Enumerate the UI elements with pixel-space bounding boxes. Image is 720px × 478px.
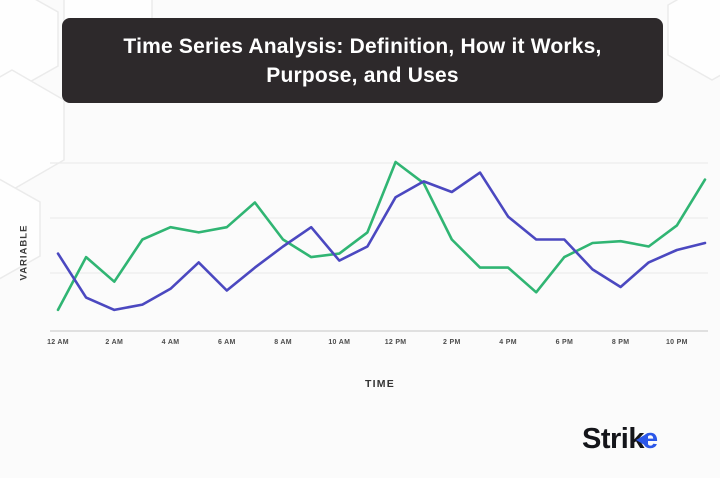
logo-letter-e: e: [641, 423, 658, 455]
title-line-1: Time Series Analysis: Definition, How it…: [123, 34, 602, 58]
x-axis-label: TIME: [365, 378, 395, 390]
x-tick-label: 2 AM: [105, 339, 124, 346]
x-tick-label: 10 PM: [665, 339, 688, 346]
line-chart: [50, 160, 708, 332]
x-axis-ticks: 12 AM 2 AM 4 AM 6 AM 8 AM 10 AM 12 PM 2 PM 4 PM 6…: [0, 339, 720, 351]
x-tick-label: 4 AM: [161, 339, 180, 346]
x-tick-label: 6 PM: [555, 339, 574, 346]
green-series-line: [56, 160, 707, 312]
logo-text-black: Stri: [582, 423, 629, 455]
x-tick-label: 2 PM: [443, 339, 461, 346]
x-tick-label: 6 AM: [217, 339, 236, 346]
y-axis-label: VARIABLE: [18, 224, 30, 281]
x-tick-label: 8 AM: [274, 339, 292, 346]
x-tick-label: 10 AM: [328, 339, 351, 346]
x-tick-label: 4 PM: [499, 339, 517, 346]
logo-arrow-icon: [635, 433, 648, 447]
x-tick-label: 12 AM: [47, 339, 69, 346]
strike-logo: Strik e: [582, 423, 658, 457]
title-banner: Time Series Analysis: Definition, How it…: [62, 18, 663, 103]
x-tick-label: 12 PM: [384, 339, 407, 346]
title-line-2: Purpose, and Uses: [266, 63, 459, 87]
blue-series-line: [56, 171, 707, 312]
logo-letter-k: k: [628, 423, 648, 456]
x-tick-label: 8 PM: [611, 339, 630, 346]
